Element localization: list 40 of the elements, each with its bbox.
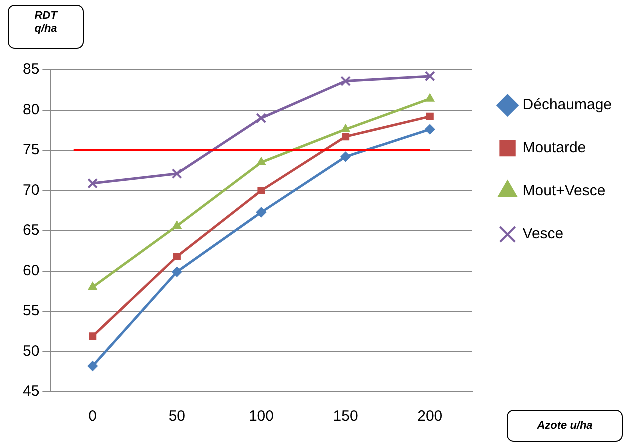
point <box>426 94 435 102</box>
y-axis-title: RDT q/ha <box>8 5 84 49</box>
legend-label: Moutarde <box>522 140 586 157</box>
point <box>256 207 267 218</box>
point <box>340 152 351 162</box>
y-tick-label: 85 <box>22 61 40 78</box>
x-tick-label: 200 <box>418 408 443 426</box>
point <box>424 71 436 82</box>
point <box>88 178 98 189</box>
point <box>340 76 352 87</box>
y-tick-label: 50 <box>22 342 40 360</box>
point <box>341 124 350 132</box>
point <box>89 332 97 340</box>
point <box>258 186 266 195</box>
point <box>172 266 182 278</box>
x-tick-label: 100 <box>248 408 274 426</box>
y-tick-label: 45 <box>22 383 40 400</box>
point <box>88 361 98 372</box>
point <box>172 168 182 180</box>
y-tick-label: 65 <box>22 222 40 240</box>
y-tick-label: 55 <box>22 302 40 320</box>
point <box>425 124 436 135</box>
point <box>172 221 182 230</box>
y-tick-label: 80 <box>22 101 40 118</box>
legend-label: Vesce <box>522 226 564 243</box>
legend-label: Mout+Vesce <box>522 182 606 200</box>
y-tick-label: 75 <box>22 142 40 159</box>
text: Azote u/ha <box>507 410 623 442</box>
point <box>173 252 181 261</box>
legend-label: Déchaumage <box>522 96 612 114</box>
y-tick-label: 60 <box>22 262 40 280</box>
point <box>256 157 266 166</box>
point <box>426 112 434 120</box>
point <box>342 133 350 141</box>
point <box>88 282 98 290</box>
y-tick-label: 70 <box>22 182 40 199</box>
x-tick-label: 0 <box>88 408 98 426</box>
x-tick-label: 50 <box>168 408 186 426</box>
x-tick-label: 150 <box>333 408 358 426</box>
point <box>256 113 267 124</box>
